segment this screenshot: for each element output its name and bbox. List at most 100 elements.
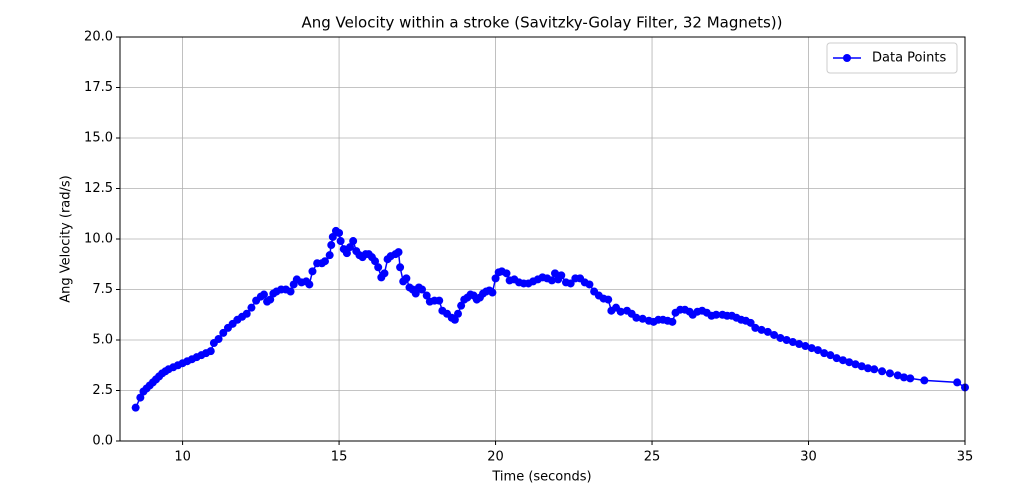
data-point (820, 349, 829, 358)
data-point (763, 327, 772, 336)
data-point (394, 248, 403, 257)
y-tick-label: 7.5 (92, 282, 113, 297)
x-tick-label: 10 (174, 450, 191, 465)
data-point (826, 351, 835, 360)
x-tick-label: 30 (800, 450, 817, 465)
axes-frame (119, 36, 966, 442)
data-point (418, 285, 427, 294)
data-point (259, 290, 268, 299)
data-point (374, 263, 383, 272)
data-point (863, 364, 872, 373)
data-point (349, 237, 358, 246)
data-point (746, 318, 755, 327)
data-point (305, 280, 314, 289)
chart-title: Ang Velocity within a stroke (Savitzky-G… (302, 14, 783, 32)
data-point (491, 274, 500, 283)
data-point (807, 344, 816, 353)
x-tick-label: 35 (957, 450, 974, 465)
y-axis-label: Ang Velocity (rad/s) (59, 175, 74, 303)
data-point (286, 287, 295, 296)
y-tick-label: 15.0 (84, 131, 113, 146)
data-point (770, 330, 779, 339)
data-point (308, 267, 317, 276)
data-point (402, 274, 411, 283)
data-point (953, 378, 962, 387)
data-point (371, 257, 380, 266)
data-point (336, 237, 345, 246)
legend-box (826, 42, 958, 74)
data-point (502, 269, 511, 278)
data-point (457, 301, 466, 310)
data-point (136, 393, 145, 402)
data-point (776, 333, 785, 342)
data-point (488, 288, 497, 297)
data-point (585, 280, 594, 289)
data-point (757, 325, 766, 334)
data-point (131, 403, 140, 412)
data-point (751, 323, 760, 332)
data-point (838, 356, 847, 365)
data-point (325, 251, 334, 260)
data-point (788, 338, 797, 347)
data-point (712, 310, 721, 319)
data-point (616, 307, 625, 316)
legend-marker (843, 54, 851, 62)
data-point (899, 373, 908, 382)
data-point (566, 279, 575, 288)
legend-label: Data Points (872, 51, 946, 66)
data-point (551, 269, 560, 278)
data-point (396, 263, 405, 272)
data-point (604, 295, 613, 304)
y-tick-label: 17.5 (84, 80, 113, 95)
y-tick-label: 5.0 (92, 333, 113, 348)
data-point (845, 358, 854, 367)
data-point (632, 313, 641, 322)
data-point (214, 334, 223, 343)
data-point (801, 342, 810, 351)
y-tick-label: 12.5 (84, 181, 113, 196)
data-point (906, 374, 915, 383)
data-point (638, 314, 647, 323)
x-tick-label: 25 (644, 450, 661, 465)
x-axis-label: Time (seconds) (491, 470, 591, 485)
data-point (920, 376, 929, 385)
data-point (327, 241, 336, 250)
data-point (206, 347, 215, 356)
data-point (328, 232, 337, 241)
data-point (342, 249, 351, 258)
y-tick-label: 0.0 (92, 434, 113, 449)
y-tick-label: 20.0 (84, 30, 113, 45)
data-point (450, 315, 459, 324)
x-tick-label: 15 (331, 450, 348, 465)
data-point (795, 340, 804, 349)
data-point (422, 291, 431, 300)
data-point (454, 309, 462, 318)
x-tick-label: 20 (487, 450, 504, 465)
data-point (668, 317, 677, 326)
data-point (266, 295, 275, 304)
data-point (242, 309, 251, 318)
data-point (557, 271, 566, 280)
y-tick-label: 2.5 (92, 383, 113, 398)
data-point (335, 228, 344, 237)
data-point (346, 243, 355, 252)
data-point (782, 336, 791, 344)
data-point (870, 365, 879, 374)
data-point (885, 369, 894, 378)
data-point (320, 257, 329, 266)
data-point (247, 303, 256, 312)
data-point (411, 289, 420, 298)
data-point (851, 360, 860, 369)
data-point (435, 296, 444, 305)
data-point (832, 354, 841, 363)
legend: Data Points (826, 42, 958, 74)
y-tick-label: 10.0 (84, 232, 113, 247)
data-point (878, 367, 887, 376)
data-point (380, 269, 389, 278)
data-point (857, 362, 866, 371)
data-point (219, 328, 228, 337)
data-point (547, 276, 556, 285)
